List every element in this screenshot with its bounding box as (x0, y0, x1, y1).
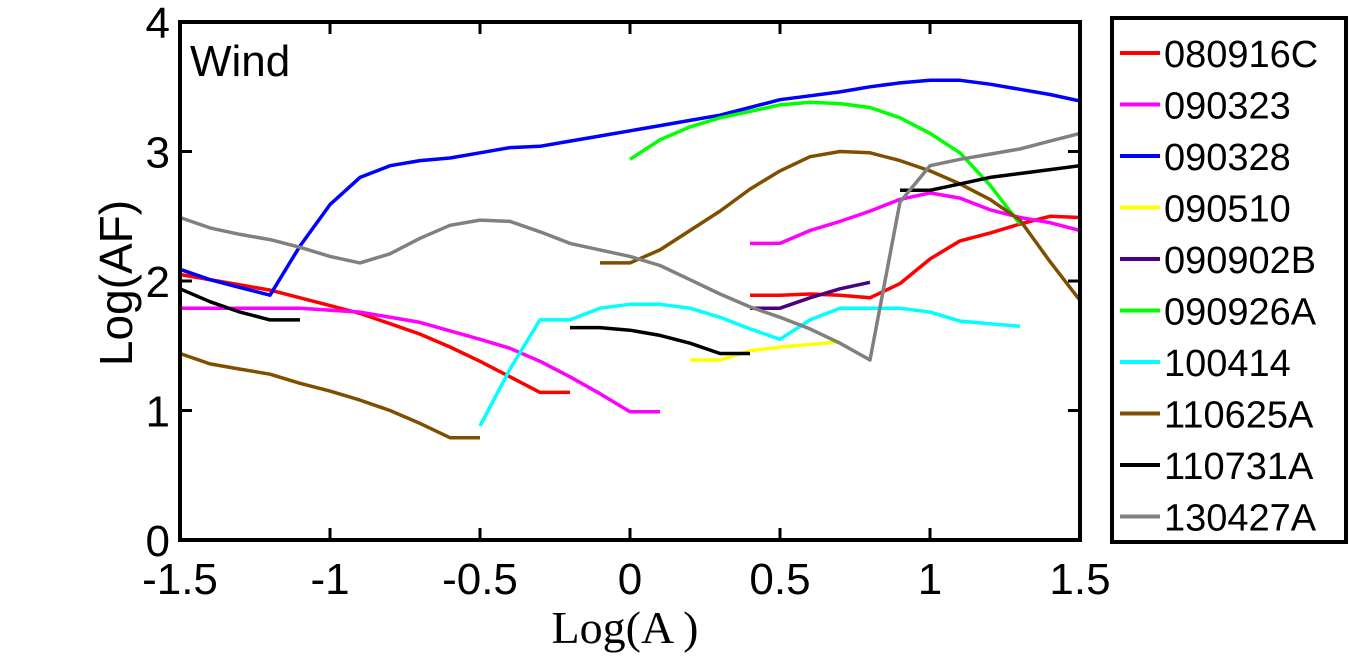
series-line-090328-4 (179, 78, 1081, 297)
x-tick-label: 1.5 (1049, 555, 1110, 604)
series-line-080916C-0 (179, 272, 570, 395)
series-line-090926A-7 (629, 100, 1022, 226)
x-tick-label: -1.5 (142, 555, 218, 604)
series-line-110625A-10 (600, 149, 1082, 302)
series-line-110731A-12 (570, 325, 750, 356)
y-tick-label: 3 (146, 129, 170, 178)
y-tick-label: 2 (146, 258, 170, 307)
legend-label-110731A: 110731A (1164, 446, 1314, 488)
legend-box (1110, 16, 1348, 544)
legend-label-090926A: 090926A (1164, 292, 1317, 334)
x-tick-label: 0.5 (749, 555, 810, 604)
series-line-100414-8 (478, 302, 1021, 427)
legend-label-090510: 090510 (1164, 189, 1291, 231)
legend-label-130427A: 130427A (1164, 498, 1317, 540)
legend-label-100414: 100414 (1164, 343, 1291, 385)
y-axis-label: Log(AF) (90, 200, 142, 366)
series-line-110731A-11 (179, 287, 300, 322)
y-tick-label: 4 (146, 0, 170, 48)
y-tick-label: 0 (146, 517, 170, 566)
ticks-layer: -1.5 -1 -0.5 0 0.5 1 1.5 0 1 2 3 4 (142, 0, 1111, 604)
x-tick-label: -1 (310, 555, 349, 604)
legend-label-090328: 090328 (1164, 137, 1291, 179)
series-layer (179, 78, 1082, 440)
series-line-090323-3 (750, 191, 1081, 246)
legend-label-090323: 090323 (1164, 86, 1291, 128)
x-tick-label: -0.5 (442, 555, 518, 604)
series-line-110731A-13 (900, 163, 1081, 193)
series-line-080916C-1 (750, 214, 1081, 300)
series-line-090902B-6 (750, 280, 871, 310)
plot-frame (178, 20, 1082, 542)
legend-label-110625A: 110625A (1164, 395, 1314, 437)
legend: 080916C 090323 090328 090510 090902B 090926A 1… (1110, 16, 1348, 544)
x-axis-label: Log(A ) (552, 602, 699, 653)
legend-label-090902B: 090902B (1164, 240, 1316, 282)
series-line-110625A-9 (179, 351, 480, 440)
x-tick-label: 0 (618, 555, 642, 604)
series-line-130427A-14 (179, 131, 1081, 362)
y-tick-label: 1 (146, 388, 170, 437)
series-line-090510-5 (690, 340, 841, 362)
x-tick-label: 1 (918, 555, 942, 604)
legend-label-080916C: 080916C (1164, 34, 1318, 76)
panel-label: Wind (190, 37, 290, 86)
series-line-090323-2 (180, 306, 660, 414)
